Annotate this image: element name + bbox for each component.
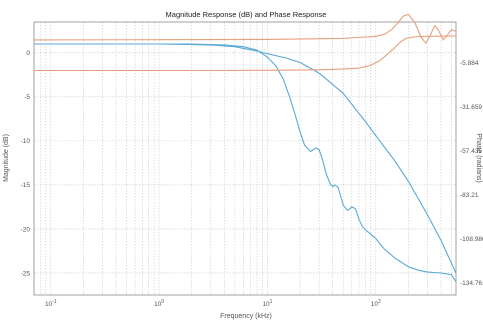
y-right-tick-label: -57.435 — [460, 148, 482, 155]
x-tick-label: 101 — [262, 299, 272, 308]
y-left-tick-label: -25 — [21, 270, 31, 277]
x-axis-label: Frequency (kHz) — [220, 313, 272, 320]
phase-line-3 — [34, 35, 457, 72]
magnitude-line-1 — [34, 43, 457, 274]
y-right-tick-label: -134.761 — [460, 280, 483, 287]
chart-title: Magnitude Response (dB) and Phase Respon… — [166, 10, 327, 19]
y-left-tick-label: -20 — [21, 226, 31, 233]
x-tick-label: 102 — [371, 299, 381, 308]
tick-labels: 0 -5 -10 -15 -20 -25 -5.884 -31.659 -57.435 -83.2… — [21, 50, 483, 308]
phase-line-2 — [33, 13, 457, 44]
x-tick-label: 100 — [154, 299, 164, 308]
y-left-tick-label: 0 — [26, 50, 30, 57]
y-right-tick-label: -31.659 — [460, 104, 482, 111]
series-layer — [33, 13, 457, 283]
y-axis-left-label: Magnitude (dB) — [3, 134, 10, 182]
y-right-tick-label: -5.884 — [460, 60, 479, 67]
magnitude-line-0 — [34, 43, 457, 283]
y-left-tick-label: -15 — [21, 182, 31, 189]
plot-frame — [33, 21, 457, 296]
y-left-tick-label: -5 — [24, 94, 30, 101]
y-right-tick-label: -108.986 — [460, 236, 483, 243]
y-right-tick-label: -83.21 — [460, 192, 479, 199]
grid-lines — [33, 22, 456, 295]
x-tick-label: 10-1 — [45, 299, 57, 308]
y-left-tick-label: -10 — [21, 138, 31, 145]
y-axis-right-label: Phase (radians) — [475, 133, 482, 182]
